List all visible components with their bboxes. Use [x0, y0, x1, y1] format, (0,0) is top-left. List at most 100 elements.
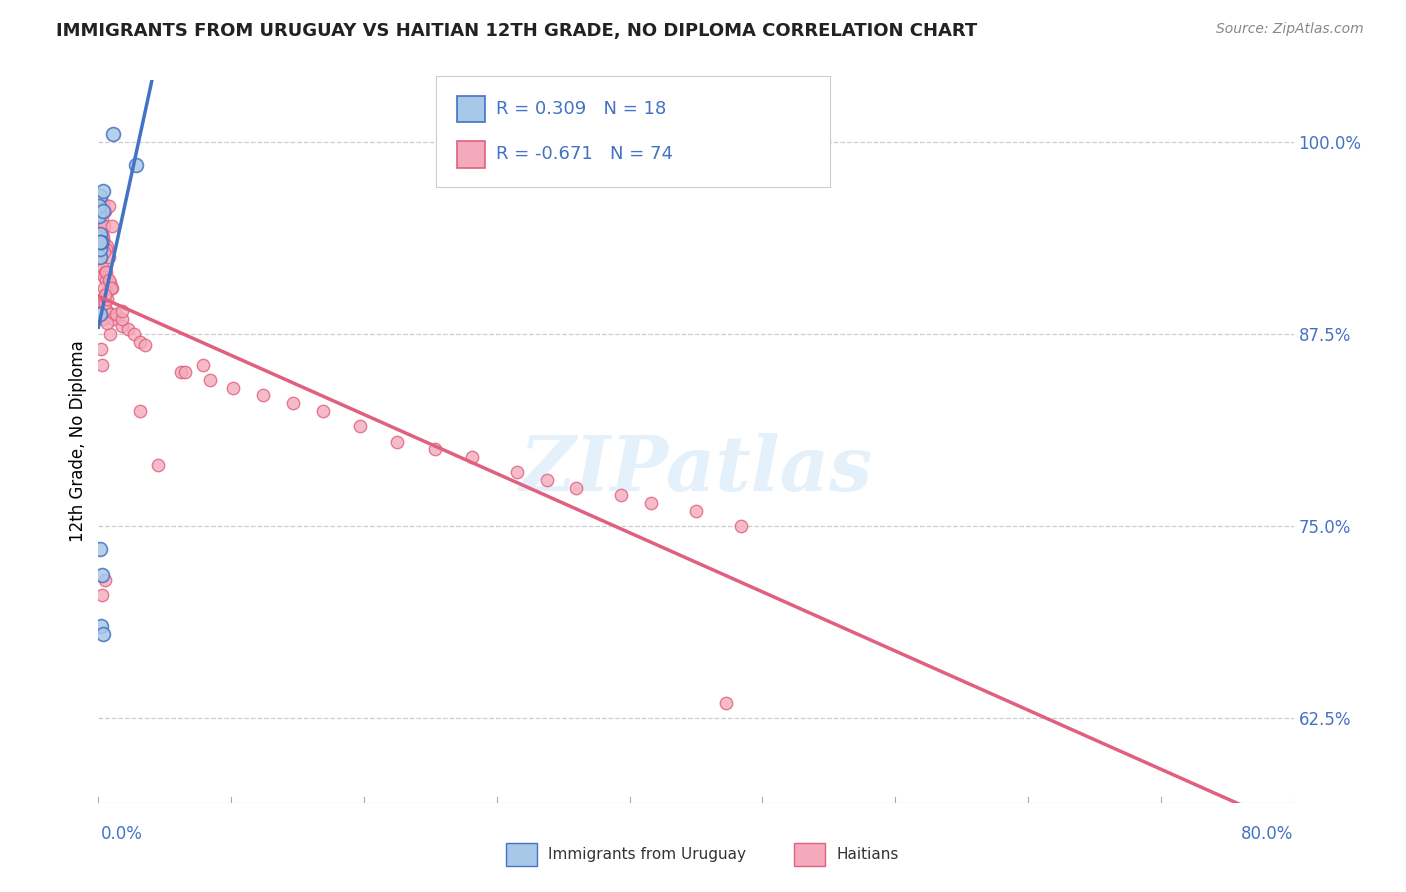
- Point: [96, 265, 118, 279]
- Point: [94, 265, 117, 279]
- Point: [311, 404, 333, 418]
- Point: [91, 626, 114, 640]
- Point: [91, 230, 114, 244]
- Point: [117, 322, 139, 336]
- Point: [134, 337, 156, 351]
- Point: [91, 568, 114, 582]
- Text: R = -0.671   N = 74: R = -0.671 N = 74: [496, 145, 673, 163]
- Point: [685, 504, 707, 518]
- Point: [506, 465, 529, 479]
- Point: [93, 235, 115, 249]
- Point: [104, 307, 127, 321]
- Point: [200, 373, 222, 387]
- Point: [89, 209, 111, 223]
- Y-axis label: 12th Grade, No Diploma: 12th Grade, No Diploma: [69, 341, 87, 542]
- Point: [94, 203, 117, 218]
- Point: [122, 326, 145, 341]
- Text: 0.0%: 0.0%: [101, 825, 143, 843]
- Point: [730, 519, 752, 533]
- Point: [110, 304, 132, 318]
- Point: [461, 450, 484, 464]
- Point: [90, 235, 112, 249]
- Point: [91, 196, 114, 211]
- Point: [125, 158, 148, 172]
- Point: [96, 243, 118, 257]
- Point: [423, 442, 446, 457]
- Point: [110, 311, 132, 326]
- Point: [94, 288, 117, 302]
- Point: [91, 358, 114, 372]
- Point: [97, 273, 120, 287]
- Point: [349, 419, 371, 434]
- Point: [91, 311, 114, 326]
- Point: [96, 316, 118, 330]
- Point: [96, 292, 118, 306]
- Point: [91, 296, 114, 310]
- Point: [103, 127, 125, 141]
- Point: [93, 281, 115, 295]
- Point: [89, 542, 111, 557]
- Point: [97, 199, 120, 213]
- Point: [565, 481, 588, 495]
- Point: [252, 388, 274, 402]
- Point: [714, 696, 737, 710]
- Text: ZIPatlas: ZIPatlas: [519, 434, 873, 508]
- Point: [98, 276, 121, 290]
- Point: [96, 304, 118, 318]
- Point: [89, 227, 111, 241]
- Point: [281, 396, 304, 410]
- Point: [90, 588, 112, 602]
- Point: [103, 311, 125, 326]
- Text: Immigrants from Uruguay: Immigrants from Uruguay: [548, 847, 747, 862]
- Text: Source: ZipAtlas.com: Source: ZipAtlas.com: [1216, 22, 1364, 37]
- Point: [91, 203, 114, 218]
- Point: [90, 292, 112, 306]
- Point: [610, 488, 633, 502]
- Point: [385, 434, 409, 449]
- Point: [98, 307, 121, 321]
- Point: [101, 281, 124, 295]
- Point: [96, 273, 118, 287]
- Point: [89, 199, 111, 213]
- Text: Haitians: Haitians: [837, 847, 898, 862]
- Point: [89, 243, 111, 257]
- Point: [536, 473, 558, 487]
- Point: [128, 404, 150, 418]
- Point: [90, 203, 112, 218]
- Point: [91, 184, 114, 198]
- Point: [91, 260, 114, 275]
- Point: [640, 496, 662, 510]
- Point: [90, 343, 112, 357]
- Point: [90, 235, 112, 249]
- Point: [94, 288, 117, 302]
- Point: [94, 573, 117, 587]
- Point: [148, 458, 170, 472]
- Point: [89, 188, 111, 202]
- Point: [97, 250, 120, 264]
- Point: [98, 326, 121, 341]
- Point: [90, 211, 112, 226]
- Point: [169, 365, 191, 379]
- Point: [90, 619, 112, 633]
- Point: [90, 250, 112, 264]
- Point: [101, 219, 124, 234]
- Point: [96, 285, 118, 300]
- Text: R = 0.309   N = 18: R = 0.309 N = 18: [496, 100, 666, 118]
- Point: [174, 365, 197, 379]
- Point: [93, 219, 115, 234]
- Point: [110, 319, 132, 334]
- Point: [128, 334, 150, 349]
- Point: [222, 381, 245, 395]
- Point: [90, 239, 112, 253]
- Text: 80.0%: 80.0%: [1241, 825, 1294, 843]
- Point: [90, 227, 112, 241]
- Point: [100, 281, 122, 295]
- Point: [94, 296, 117, 310]
- Point: [89, 219, 111, 234]
- Point: [89, 307, 111, 321]
- Text: IMMIGRANTS FROM URUGUAY VS HAITIAN 12TH GRADE, NO DIPLOMA CORRELATION CHART: IMMIGRANTS FROM URUGUAY VS HAITIAN 12TH …: [56, 22, 977, 40]
- Point: [89, 235, 111, 249]
- Point: [93, 245, 115, 260]
- Point: [191, 358, 214, 372]
- Point: [89, 250, 111, 264]
